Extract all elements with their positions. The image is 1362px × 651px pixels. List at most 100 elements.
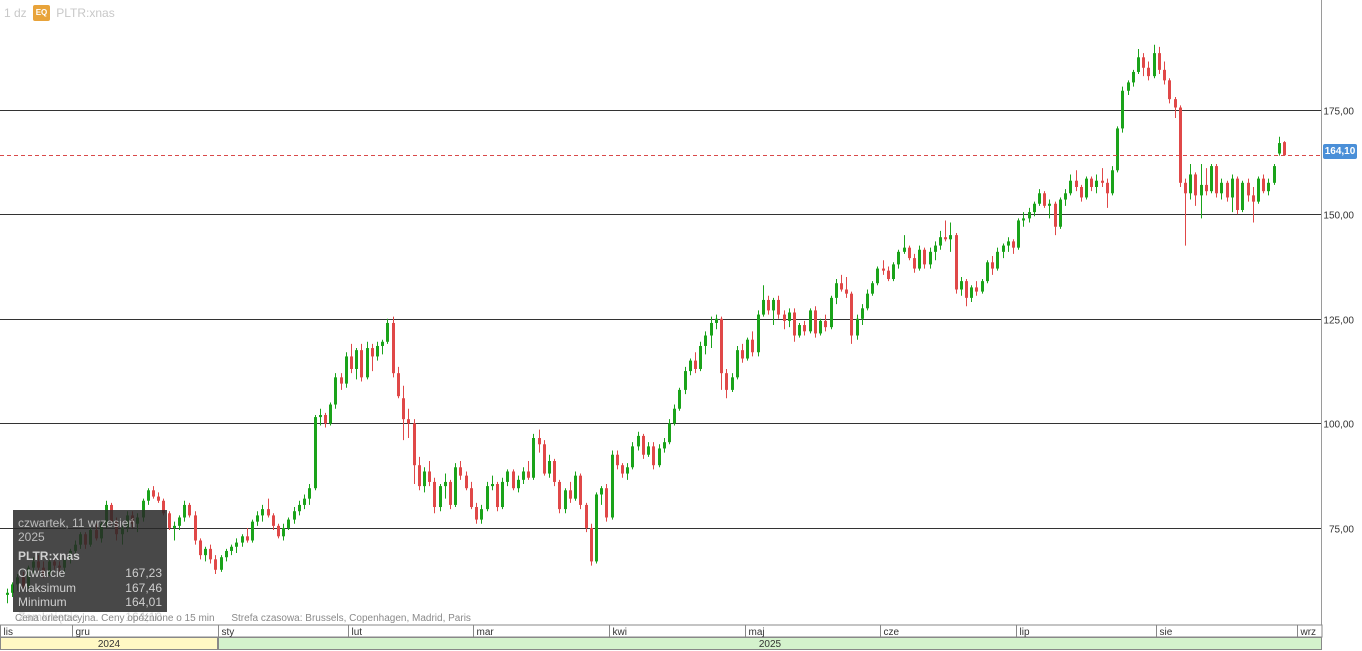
candle[interactable] bbox=[777, 295, 780, 319]
candle[interactable] bbox=[1033, 201, 1036, 217]
candle[interactable] bbox=[527, 461, 530, 480]
candle[interactable] bbox=[235, 538, 238, 554]
candle[interactable] bbox=[329, 402, 332, 426]
candle[interactable] bbox=[600, 486, 603, 505]
candle[interactable] bbox=[642, 433, 645, 459]
candle[interactable] bbox=[496, 481, 499, 512]
candle[interactable] bbox=[423, 467, 426, 493]
candle[interactable] bbox=[459, 461, 462, 480]
candle[interactable] bbox=[480, 504, 483, 524]
candle[interactable] bbox=[251, 519, 254, 543]
candle[interactable] bbox=[1054, 201, 1057, 236]
candle[interactable] bbox=[1283, 141, 1286, 156]
candle[interactable] bbox=[314, 414, 317, 491]
candle[interactable] bbox=[1278, 136, 1281, 156]
candle[interactable] bbox=[975, 281, 978, 296]
candle[interactable] bbox=[1059, 197, 1062, 229]
candle[interactable] bbox=[11, 582, 14, 597]
candle[interactable] bbox=[678, 387, 681, 411]
candle[interactable] bbox=[996, 247, 999, 271]
candle[interactable] bbox=[981, 279, 984, 294]
candle[interactable] bbox=[715, 314, 718, 330]
candle[interactable] bbox=[6, 588, 9, 604]
candle[interactable] bbox=[225, 548, 228, 562]
candle[interactable] bbox=[960, 276, 963, 296]
candle[interactable] bbox=[908, 245, 911, 261]
candle[interactable] bbox=[1111, 166, 1114, 196]
candle[interactable] bbox=[1236, 176, 1239, 215]
candle[interactable] bbox=[287, 517, 290, 531]
candle[interactable] bbox=[1095, 174, 1098, 194]
candle[interactable] bbox=[934, 241, 937, 261]
candle[interactable] bbox=[704, 331, 707, 355]
candle[interactable] bbox=[1210, 163, 1213, 194]
candle[interactable] bbox=[647, 442, 650, 457]
candle[interactable] bbox=[1132, 69, 1135, 87]
candle[interactable] bbox=[694, 352, 697, 374]
candle[interactable] bbox=[1069, 174, 1072, 196]
candle[interactable] bbox=[324, 412, 327, 428]
candle[interactable] bbox=[631, 442, 634, 470]
candle[interactable] bbox=[340, 373, 343, 390]
candle[interactable] bbox=[334, 373, 337, 409]
candle[interactable] bbox=[220, 555, 223, 572]
candle[interactable] bbox=[407, 408, 410, 439]
candle[interactable] bbox=[720, 316, 723, 390]
candle[interactable] bbox=[762, 285, 765, 317]
candle[interactable] bbox=[944, 220, 947, 242]
candle[interactable] bbox=[538, 429, 541, 453]
candle[interactable] bbox=[548, 454, 551, 478]
candle[interactable] bbox=[882, 260, 885, 275]
symbol-label[interactable]: PLTR:xnas bbox=[56, 6, 115, 20]
candle[interactable] bbox=[616, 450, 619, 470]
candle[interactable] bbox=[918, 245, 921, 271]
candle[interactable] bbox=[418, 456, 421, 491]
candle[interactable] bbox=[277, 523, 280, 539]
candle[interactable] bbox=[1127, 80, 1130, 95]
candle[interactable] bbox=[360, 343, 363, 382]
candles[interactable] bbox=[6, 44, 1286, 604]
candle[interactable] bbox=[1106, 178, 1109, 208]
candle[interactable] bbox=[751, 331, 754, 357]
candle[interactable] bbox=[402, 385, 405, 441]
candle[interactable] bbox=[913, 253, 916, 273]
candle[interactable] bbox=[668, 419, 671, 445]
candle[interactable] bbox=[188, 502, 191, 518]
candle[interactable] bbox=[178, 515, 181, 531]
candle[interactable] bbox=[955, 233, 958, 294]
candle[interactable] bbox=[381, 339, 384, 355]
candle[interactable] bbox=[1174, 97, 1177, 118]
candle[interactable] bbox=[840, 274, 843, 292]
candle[interactable] bbox=[428, 461, 431, 487]
candle[interactable] bbox=[965, 279, 968, 307]
candle[interactable] bbox=[595, 492, 598, 564]
candle[interactable] bbox=[397, 366, 400, 399]
candle[interactable] bbox=[939, 230, 942, 250]
candle[interactable] bbox=[1101, 168, 1104, 187]
candle[interactable] bbox=[204, 546, 207, 562]
candle[interactable] bbox=[949, 222, 952, 252]
candle[interactable] bbox=[1022, 212, 1025, 227]
candle[interactable] bbox=[611, 450, 614, 520]
candle[interactable] bbox=[574, 471, 577, 501]
candle[interactable] bbox=[1220, 178, 1223, 200]
candle[interactable] bbox=[230, 544, 233, 556]
candle[interactable] bbox=[1002, 243, 1005, 259]
candle[interactable] bbox=[897, 249, 900, 269]
candle[interactable] bbox=[1273, 163, 1276, 185]
candle[interactable] bbox=[1163, 61, 1166, 85]
candle[interactable] bbox=[449, 479, 452, 510]
candle[interactable] bbox=[267, 498, 270, 518]
candle[interactable] bbox=[444, 473, 447, 499]
candle[interactable] bbox=[741, 343, 744, 363]
candle[interactable] bbox=[1231, 174, 1234, 213]
candle[interactable] bbox=[1241, 180, 1244, 213]
candle[interactable] bbox=[282, 523, 285, 541]
candle[interactable] bbox=[256, 511, 259, 526]
candle[interactable] bbox=[1215, 163, 1218, 198]
candle[interactable] bbox=[1012, 239, 1015, 254]
candle[interactable] bbox=[1158, 46, 1161, 75]
candle[interactable] bbox=[1194, 172, 1197, 206]
candle[interactable] bbox=[637, 431, 640, 451]
